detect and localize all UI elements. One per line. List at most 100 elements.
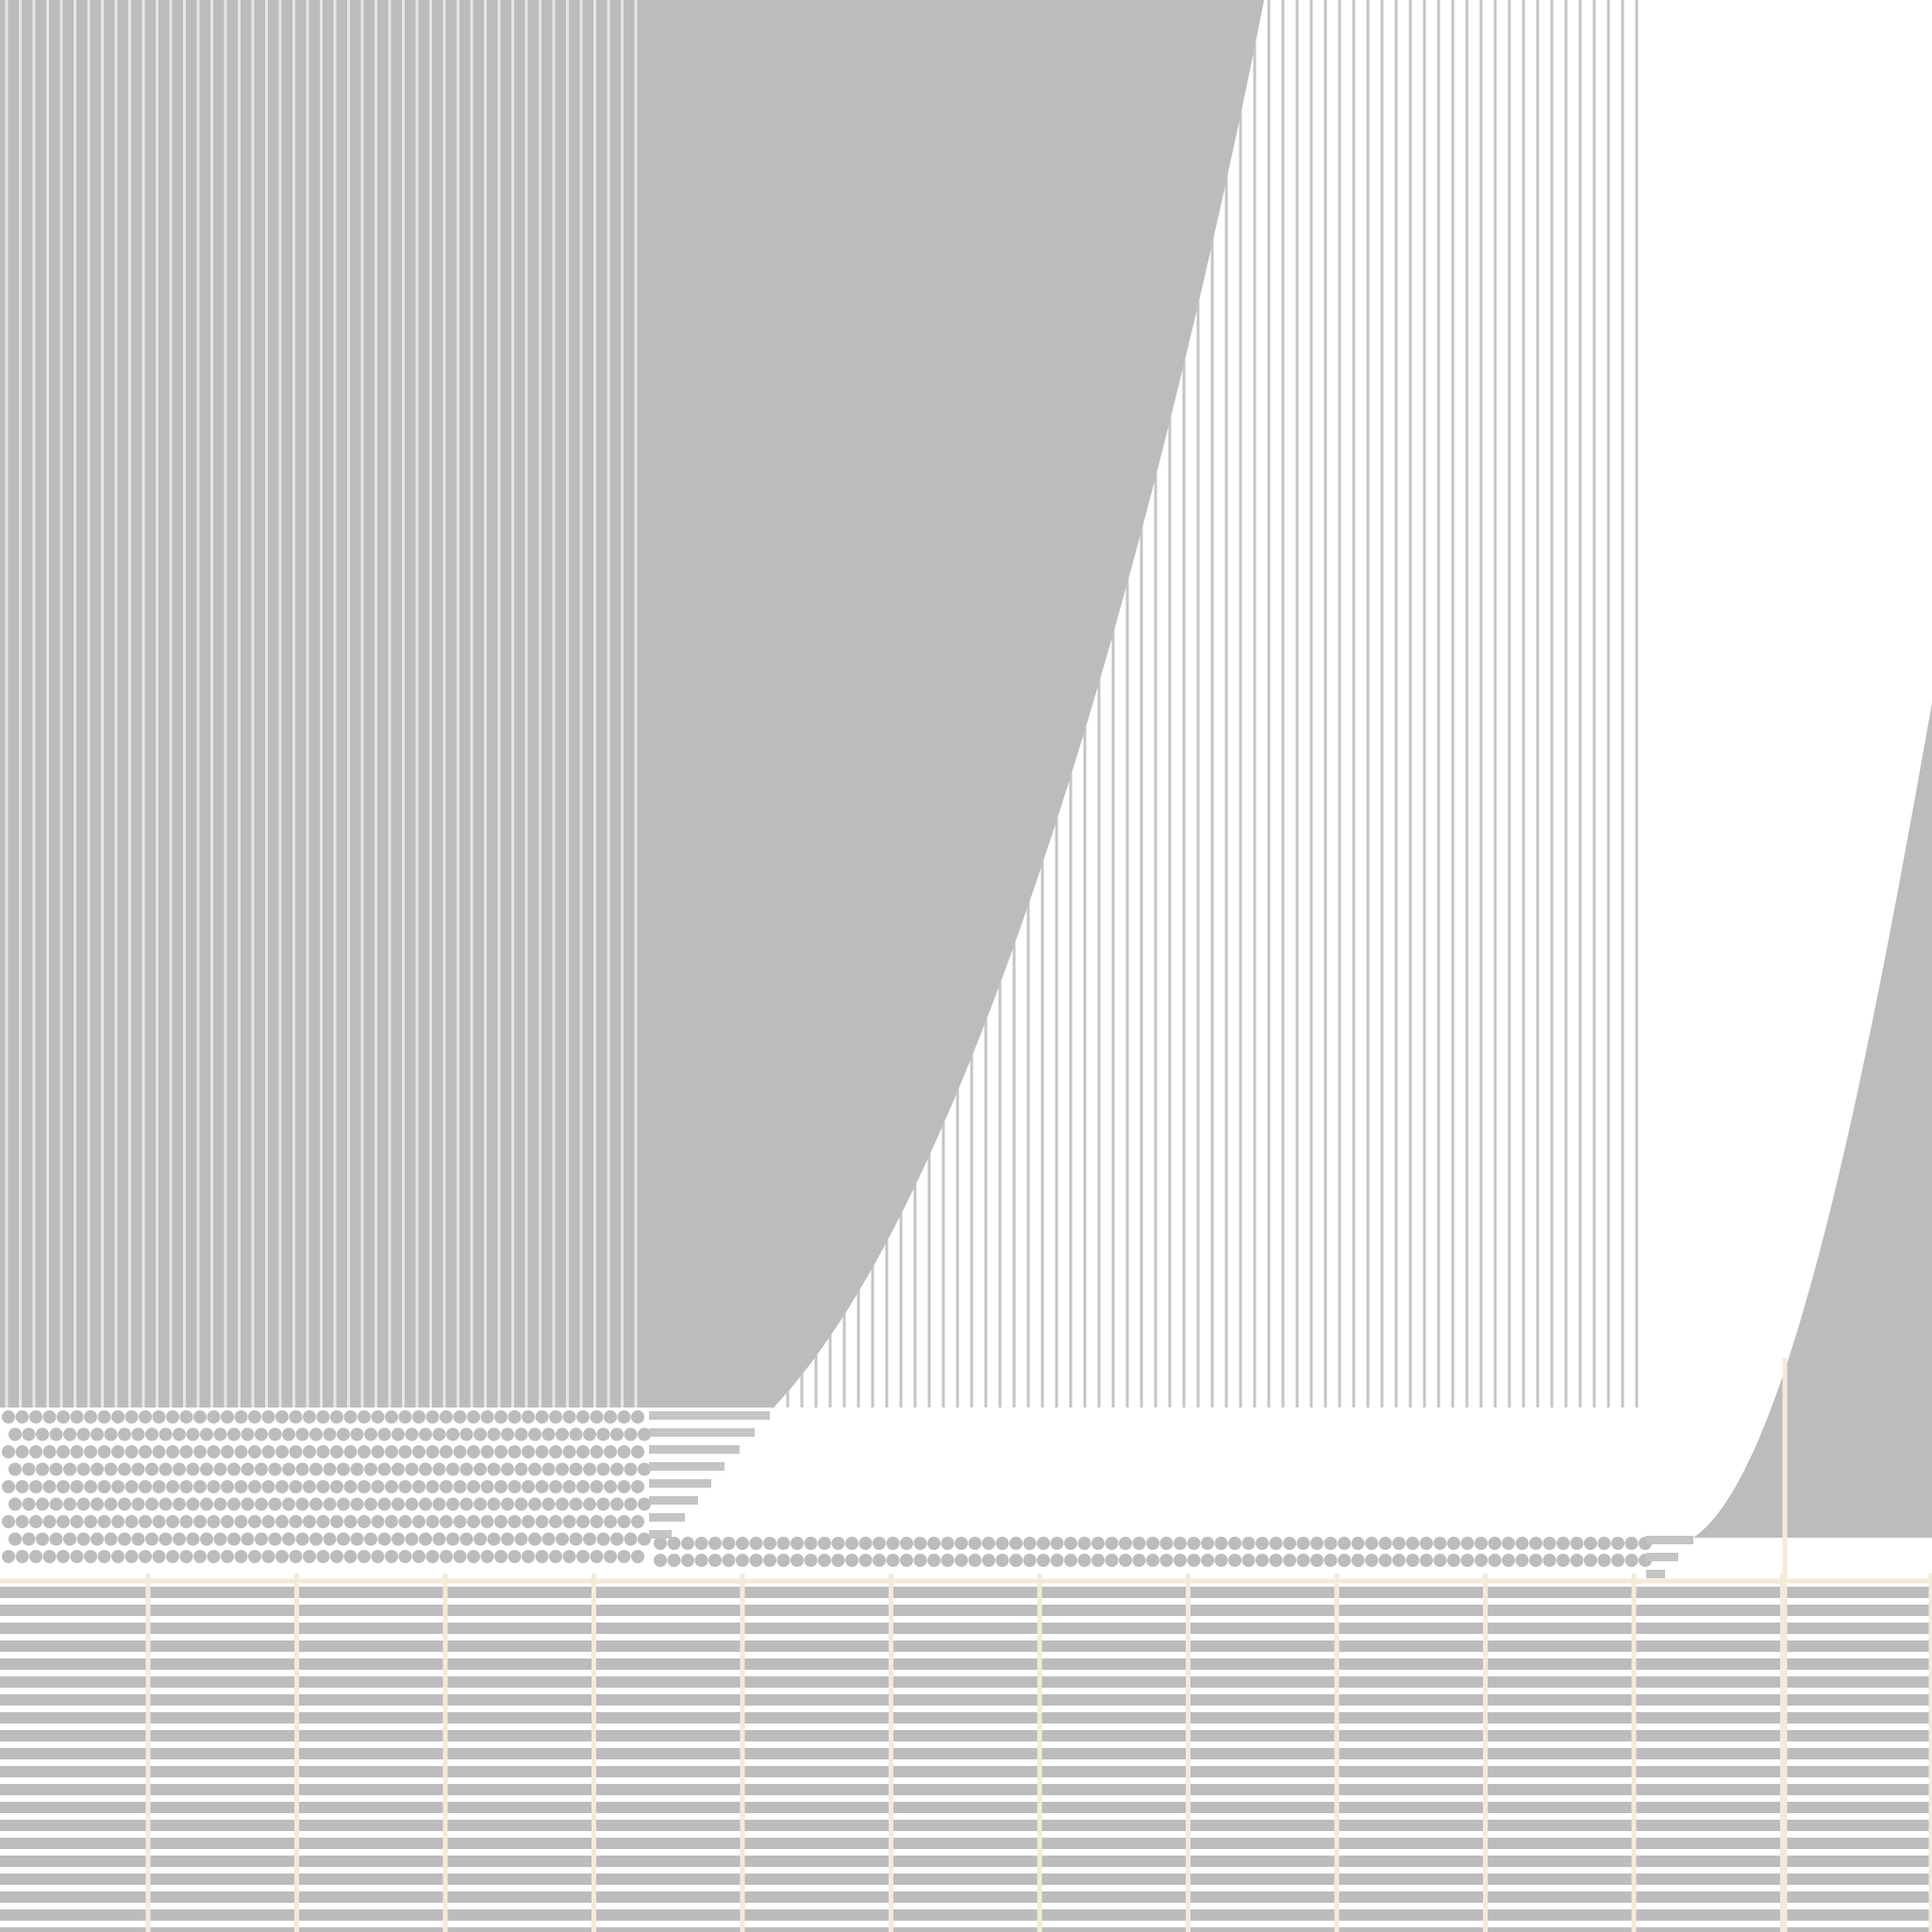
dot [474, 1427, 487, 1441]
dot [590, 1480, 604, 1493]
dot [385, 1515, 398, 1528]
dot [927, 1554, 941, 1567]
dot [1201, 1537, 1214, 1550]
dot [549, 1480, 562, 1493]
dot [522, 1410, 535, 1424]
dot [125, 1480, 139, 1493]
dot [528, 1462, 541, 1476]
dot [166, 1515, 179, 1528]
dot [541, 1427, 556, 1441]
dot [831, 1537, 845, 1550]
horizontal-stripe [0, 1909, 1932, 1921]
dot [569, 1532, 583, 1546]
dot [358, 1480, 371, 1493]
dot [941, 1537, 955, 1550]
dot [49, 1462, 63, 1476]
dot [84, 1550, 97, 1563]
dot [501, 1462, 514, 1476]
dot [508, 1480, 522, 1493]
dot [501, 1532, 514, 1546]
dot [446, 1532, 459, 1546]
dot [158, 1427, 173, 1441]
dot [70, 1550, 84, 1563]
dot [213, 1532, 227, 1546]
dot [255, 1462, 268, 1476]
dot [440, 1515, 453, 1528]
dot [522, 1445, 535, 1458]
dot [70, 1410, 84, 1424]
dot [1488, 1537, 1502, 1550]
dot [604, 1515, 617, 1528]
dot [1515, 1537, 1529, 1550]
dot [42, 1515, 57, 1528]
dot [522, 1550, 535, 1563]
dot [337, 1427, 350, 1441]
dot [1529, 1537, 1542, 1550]
dot [282, 1532, 295, 1546]
dot [535, 1445, 549, 1458]
dot [549, 1410, 562, 1424]
dot [1433, 1537, 1447, 1550]
dot [289, 1445, 303, 1458]
dot [1420, 1554, 1433, 1567]
dot [364, 1427, 377, 1441]
dot [8, 1497, 22, 1511]
dot [638, 1462, 651, 1476]
dot [453, 1550, 467, 1563]
dot [391, 1497, 405, 1511]
dot [1324, 1537, 1338, 1550]
dot [295, 1532, 309, 1546]
dot [193, 1550, 207, 1563]
dot [576, 1550, 590, 1563]
dot [610, 1427, 624, 1441]
dot [152, 1445, 166, 1458]
dot [514, 1532, 528, 1546]
dot [1529, 1554, 1542, 1567]
dot [440, 1550, 453, 1563]
dot [624, 1462, 638, 1476]
dot [391, 1427, 405, 1441]
dot [316, 1445, 330, 1458]
dot [398, 1550, 412, 1563]
gray-curved-fill-right [1693, 703, 1932, 1538]
dot [371, 1550, 385, 1563]
dot [1296, 1537, 1310, 1550]
dot [323, 1532, 337, 1546]
step-bar [1646, 1570, 1665, 1578]
dot [248, 1515, 261, 1528]
dot [316, 1480, 330, 1493]
dot [42, 1445, 57, 1458]
dot [694, 1554, 708, 1567]
dot [446, 1427, 459, 1441]
dot [200, 1462, 213, 1476]
dot [453, 1445, 467, 1458]
dot [343, 1480, 358, 1493]
dot [241, 1462, 255, 1476]
dot [241, 1532, 255, 1546]
dot [1502, 1554, 1515, 1567]
dot [207, 1480, 221, 1493]
dot [1488, 1554, 1502, 1567]
dot [173, 1427, 186, 1441]
dot [84, 1410, 97, 1424]
dot [412, 1480, 425, 1493]
dot [234, 1410, 248, 1424]
dot [708, 1554, 722, 1567]
dot [261, 1480, 275, 1493]
dot [763, 1537, 776, 1550]
dot [1269, 1554, 1283, 1567]
horizontal-stripe [0, 1838, 1932, 1849]
dot [330, 1410, 343, 1424]
dot [617, 1515, 631, 1528]
dot [234, 1550, 248, 1563]
dot [173, 1497, 186, 1511]
dot [968, 1537, 982, 1550]
dot [29, 1515, 42, 1528]
dot [125, 1410, 139, 1424]
dot [583, 1427, 596, 1441]
step-bar [649, 1530, 672, 1539]
dot [22, 1532, 36, 1546]
dot [474, 1462, 487, 1476]
dot [804, 1537, 818, 1550]
